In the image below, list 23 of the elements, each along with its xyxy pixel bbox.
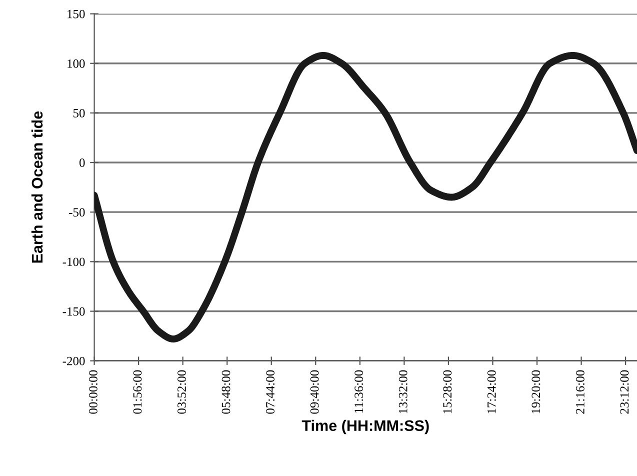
x-tick-label: 21:16:00 (576, 370, 584, 414)
x-tick-label: 17:24:00 (487, 370, 496, 414)
y-tick-label: 150 (68, 10, 85, 18)
x-tick-label: 00:00:00 (88, 370, 98, 414)
x-tick-label: 01:56:00 (133, 370, 142, 414)
y-tick-label: 50 (73, 108, 85, 118)
y-tick-label: 0 (79, 158, 85, 167)
x-tick-label: 05:48:00 (222, 370, 230, 414)
y-tick-label: -100 (62, 258, 85, 266)
x-tick-label: 09:40:00 (310, 370, 319, 414)
y-tick-label: -150 (62, 307, 85, 316)
x-tick-label: 07:44:00 (266, 370, 275, 414)
y-tick-label: -50 (69, 208, 85, 217)
x-tick-label: 19:20:00 (532, 370, 540, 414)
y-tick-label: -200 (62, 356, 85, 366)
x-tick-label: 23:12:00 (620, 370, 629, 414)
y-axis-title: Earth and Ocean tide (31, 111, 43, 263)
x-tick-label: 11:36:00 (354, 370, 364, 413)
x-tick-label: 13:32:00 (398, 370, 408, 414)
y-tick-label: 100 (68, 59, 85, 68)
x-tick-label: 03:52:00 (178, 370, 186, 414)
x-axis-title: Time (HH:MM:SS) (302, 420, 429, 434)
x-tick-label: 15:28:00 (443, 370, 452, 414)
